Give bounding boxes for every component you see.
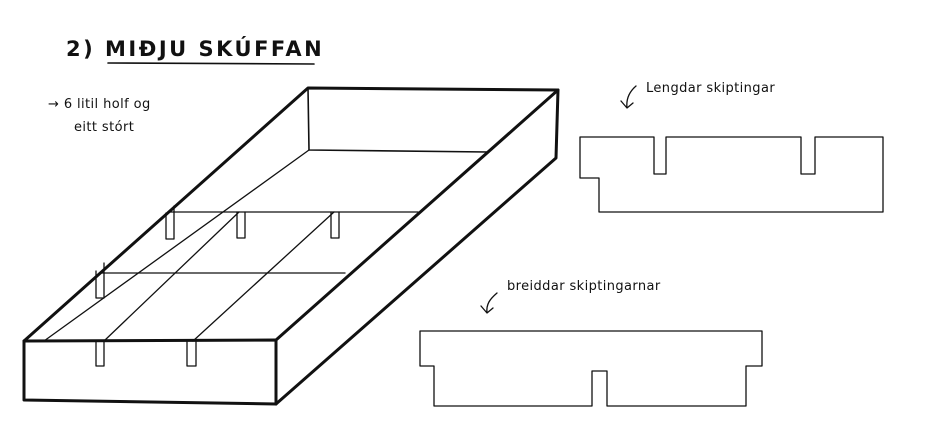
side-slot-front xyxy=(95,262,105,299)
drawer-outer-outline xyxy=(22,338,278,406)
length-divider-part: Lengdar skiptingar xyxy=(579,81,884,213)
length-divider-outline xyxy=(579,136,884,213)
front-slot-left xyxy=(95,340,105,367)
title-underline xyxy=(107,62,315,65)
drawer-inner-back xyxy=(307,87,489,153)
length-divider-label: Lengdar skiptingar xyxy=(646,81,775,96)
drawer-right-side xyxy=(274,88,560,406)
drawer-inner-left-wall xyxy=(43,149,310,342)
divider-slot-left xyxy=(236,211,246,239)
drawer-box xyxy=(22,86,560,406)
note-line-2: eitt stórt xyxy=(74,120,134,135)
arrow-icon xyxy=(480,292,498,314)
note-line-1: → 6 litil holf og xyxy=(48,97,151,112)
width-divider-part: breiddar skiptingarnar xyxy=(419,279,763,407)
divider-slot-right xyxy=(330,211,340,239)
title: 2) MIÐJU SKÚFFAN xyxy=(66,36,324,61)
front-slot-right xyxy=(186,340,197,367)
width-divider-label: breiddar skiptingarnar xyxy=(507,279,661,294)
width-divider-right xyxy=(192,211,335,342)
width-divider-outline xyxy=(419,330,763,407)
width-divider-left xyxy=(103,211,240,342)
side-slot-back xyxy=(165,205,175,240)
arrow-icon xyxy=(620,85,637,109)
